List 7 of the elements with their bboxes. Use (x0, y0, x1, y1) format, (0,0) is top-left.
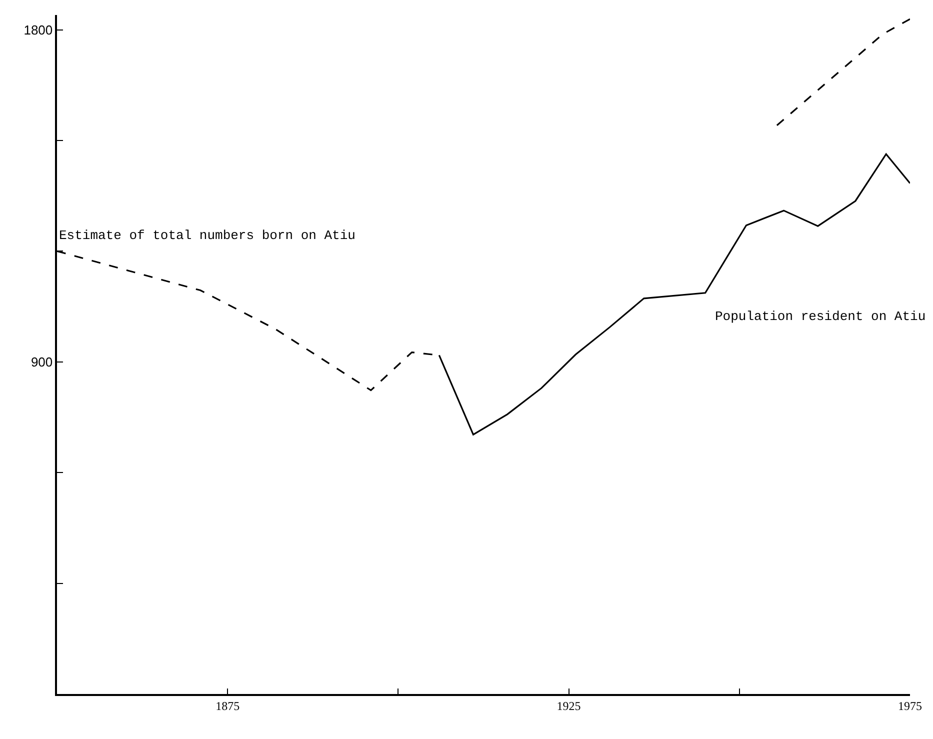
y-tick-label: 1800 (24, 22, 53, 38)
x-tick-label: 1925 (556, 699, 581, 714)
x-tick-label: 1875 (216, 699, 240, 714)
series-label: Estimate of total numbers born on Atiu (59, 228, 356, 243)
series-label: Population resident on Atiu (715, 309, 926, 324)
x-tick-label: 1975 (898, 699, 922, 714)
y-tick-label: 900 (30, 354, 53, 370)
